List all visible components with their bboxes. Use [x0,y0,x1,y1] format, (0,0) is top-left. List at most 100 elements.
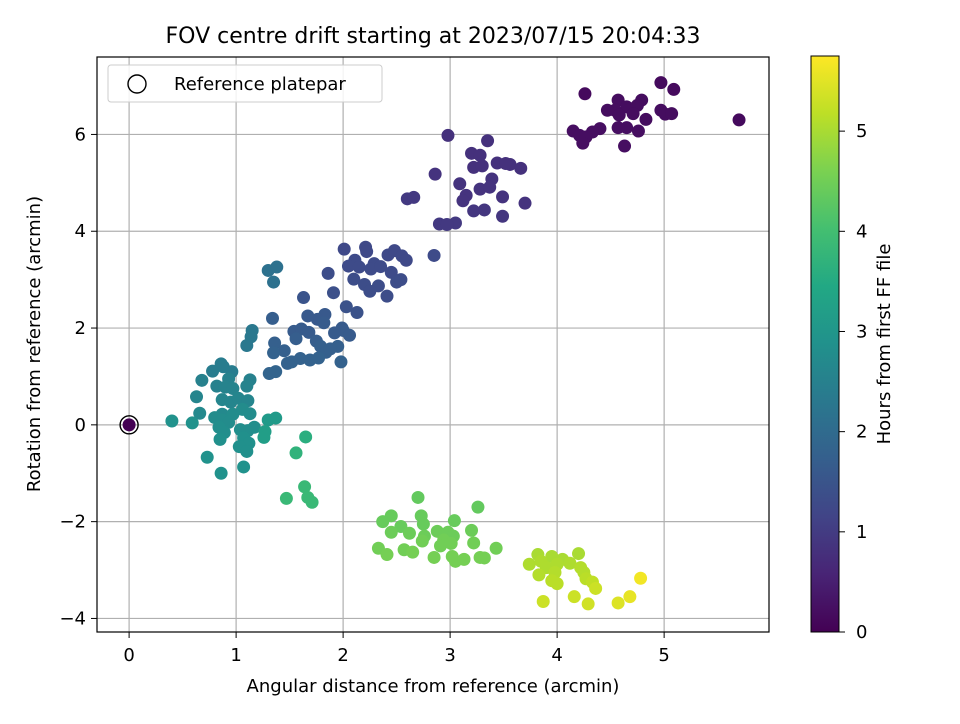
data-point [267,346,281,360]
data-point [165,414,179,428]
data-point [477,203,491,217]
x-tick-label: 0 [123,645,134,666]
data-point [301,309,315,323]
data-point [411,490,425,504]
data-point [589,581,603,595]
data-point [415,534,429,548]
data-point [453,177,467,191]
data-point [343,328,357,342]
data-point [441,128,455,142]
data-point [612,108,626,122]
reference-platepar-marker [119,415,139,435]
y-tick-label: 4 [75,221,86,242]
data-point [305,495,319,509]
data-point [499,156,513,170]
data-point [240,444,254,458]
data-points [122,76,746,611]
data-point [496,190,510,204]
colorbar-tick-label: 2 [856,422,867,443]
data-point [240,338,254,352]
data-point [312,351,326,365]
data-point [399,253,413,267]
data-point [457,552,471,566]
colorbar-label: Hours from first FF file [874,244,895,445]
data-point [200,450,214,464]
data-point [465,523,479,537]
data-point [427,248,441,262]
y-axis-ticks: −4 −2 0 2 4 6 [59,124,97,629]
data-point [317,316,331,330]
legend-marker-icon [127,74,147,94]
data-point [347,272,361,286]
data-point [611,121,625,135]
data-point [323,342,337,356]
data-point [639,112,653,126]
data-point [270,260,284,274]
data-point [268,336,282,350]
data-point [428,167,442,181]
data-point [360,245,374,259]
data-point [481,134,495,148]
data-point [581,597,595,611]
x-axis-label: Angular distance from reference (arcmin) [247,676,620,697]
plot-area-frame [96,56,770,633]
data-point [483,180,497,194]
data-point [496,209,510,223]
data-point [374,260,388,274]
data-point [665,107,679,121]
data-point [473,182,487,196]
data-point [406,545,420,559]
data-point [363,284,377,298]
data-point [489,541,503,555]
y-tick-label: 6 [75,124,86,145]
data-point [433,539,447,553]
data-point [518,196,532,210]
data-point [467,204,481,218]
data-point [337,242,351,256]
data-point [216,360,230,374]
chart-title: FOV centre drift starting at 2023/07/15 … [166,24,701,49]
data-point [471,500,485,514]
data-point [289,332,303,346]
legend-entry-label: Reference platepar [174,74,346,95]
data-point [328,326,342,340]
y-tick-label: −2 [59,512,86,533]
data-point [265,311,279,325]
data-point [416,517,430,531]
data-point [302,325,316,339]
data-point [289,446,303,460]
data-point [299,430,313,444]
data-point [576,136,590,150]
data-point [440,217,454,231]
data-point [394,273,408,287]
data-point [447,514,461,528]
data-point [280,356,294,370]
x-tick-label: 1 [230,645,241,666]
data-point [350,306,364,320]
data-point [626,107,640,121]
data-point [667,82,681,96]
data-point [190,390,204,404]
data-point [536,595,550,609]
data-point [623,590,637,604]
data-point [240,379,254,393]
data-point [222,415,236,429]
data-point [195,373,209,387]
data-point [352,260,366,274]
data-point [384,265,398,279]
grid-lines [97,57,769,632]
data-point [654,76,668,90]
data-point [634,571,648,585]
data-point [185,416,199,430]
data-point [237,460,251,474]
data-point [600,103,614,117]
x-tick-label: 4 [551,645,562,666]
data-point [550,577,564,591]
data-point [631,124,645,138]
data-point [532,568,546,582]
data-point [214,466,228,480]
colorbar-tick-label: 3 [856,321,867,342]
colorbar-ticks: 0 1 2 3 4 5 [839,121,867,643]
data-point [380,548,394,562]
data-point [380,289,394,303]
